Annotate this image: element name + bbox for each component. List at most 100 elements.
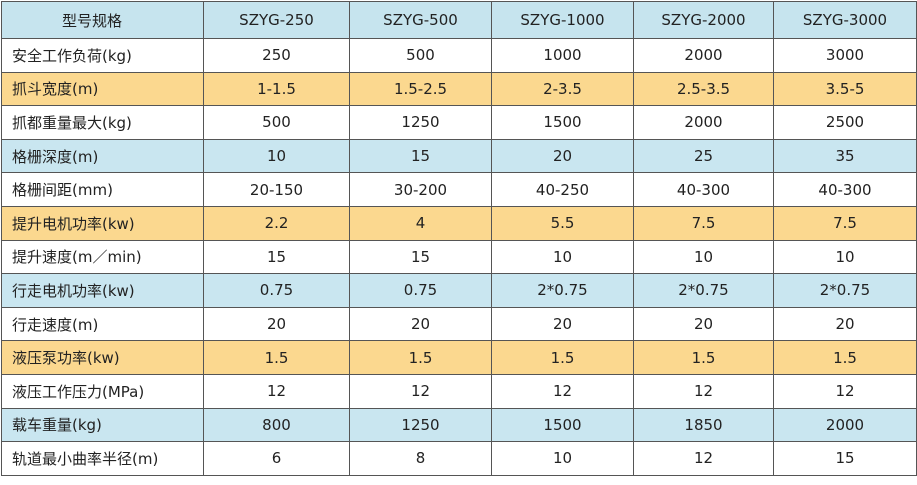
cell-value: 10 [491, 239, 634, 275]
row-label: 抓都重量最大(kg) [1, 105, 204, 140]
table-row: 液压工作压力(MPa) 12 12 12 12 12 [1, 373, 917, 409]
cell-value: 2.2 [203, 205, 350, 241]
cell-value: 30-200 [349, 172, 492, 207]
cell-value: 20 [773, 306, 917, 342]
row-label: 格栅间距(mm) [1, 172, 204, 207]
cell-value: 12 [633, 441, 774, 476]
cell-value: 1-1.5 [203, 71, 350, 107]
cell-value: 12 [633, 373, 774, 409]
cell-value: 6 [203, 441, 350, 476]
cell-value: 10 [203, 138, 350, 174]
cell-value: 10 [633, 239, 774, 275]
cell-value: 2.5-3.5 [633, 71, 774, 107]
cell-value: 2*0.75 [633, 273, 774, 308]
table-row: 格栅间距(mm) 20-150 30-200 40-250 40-300 40-300 [1, 172, 917, 207]
model-header: SZYG-3000 [773, 1, 917, 39]
cell-value: 2*0.75 [773, 273, 917, 308]
table-row: 载车重量(kg) 800 1250 1500 1850 2000 [1, 407, 917, 443]
table-row: 轨道最小曲率半径(m) 6 8 10 12 15 [1, 441, 917, 476]
cell-value: 1.5-2.5 [349, 71, 492, 107]
cell-value: 800 [203, 407, 350, 443]
cell-value: 20 [203, 306, 350, 342]
cell-value: 1.5 [203, 340, 350, 375]
cell-value: 7.5 [633, 205, 774, 241]
cell-value: 1000 [491, 38, 634, 73]
cell-value: 12 [349, 373, 492, 409]
row-label: 液压泵功率(kw) [1, 340, 204, 375]
cell-value: 1850 [633, 407, 774, 443]
cell-value: 20 [491, 306, 634, 342]
table-body: 安全工作负荷(kg) 250 500 1000 2000 3000 抓斗宽度(m) 1-1.5… [1, 38, 917, 476]
cell-value: 20-150 [203, 172, 350, 207]
cell-value: 500 [349, 38, 492, 73]
cell-value: 20 [633, 306, 774, 342]
cell-value: 4 [349, 205, 492, 241]
table-row: 行走电机功率(kw) 0.75 0.75 2*0.75 2*0.75 2*0.75 [1, 273, 917, 308]
cell-value: 3.5-5 [773, 71, 917, 107]
cell-value: 15 [773, 441, 917, 476]
row-label: 安全工作负荷(kg) [1, 38, 204, 73]
row-label: 提升电机功率(kw) [1, 205, 204, 241]
cell-value: 1250 [349, 407, 492, 443]
table-row: 格栅深度(m) 10 15 20 25 35 [1, 138, 917, 174]
cell-value: 35 [773, 138, 917, 174]
row-label: 行走电机功率(kw) [1, 273, 204, 308]
model-header: SZYG-2000 [633, 1, 774, 39]
cell-value: 2-3.5 [491, 71, 634, 107]
model-header: SZYG-1000 [491, 1, 634, 39]
cell-value: 1250 [349, 105, 492, 140]
table-row: 提升电机功率(kw) 2.2 4 5.5 7.5 7.5 [1, 205, 917, 241]
cell-value: 2000 [633, 38, 774, 73]
spec-table: 型号规格 SZYG-250 SZYG-500 SZYG-1000 SZYG-2000 SZ… [1, 1, 917, 476]
cell-value: 2000 [773, 407, 917, 443]
cell-value: 20 [491, 138, 634, 174]
cell-value: 40-300 [633, 172, 774, 207]
cell-value: 1500 [491, 105, 634, 140]
table-row: 安全工作负荷(kg) 250 500 1000 2000 3000 [1, 38, 917, 73]
cell-value: 250 [203, 38, 350, 73]
cell-value: 500 [203, 105, 350, 140]
cell-value: 1.5 [633, 340, 774, 375]
cell-value: 1500 [491, 407, 634, 443]
cell-value: 40-250 [491, 172, 634, 207]
row-label: 轨道最小曲率半径(m) [1, 441, 204, 476]
cell-value: 20 [349, 306, 492, 342]
row-label: 抓斗宽度(m) [1, 71, 204, 107]
cell-value: 2500 [773, 105, 917, 140]
model-header: SZYG-250 [203, 1, 350, 39]
table-row: 抓斗宽度(m) 1-1.5 1.5-2.5 2-3.5 2.5-3.5 3.5-5 [1, 71, 917, 107]
cell-value: 12 [491, 373, 634, 409]
cell-value: 1.5 [491, 340, 634, 375]
cell-value: 0.75 [349, 273, 492, 308]
cell-value: 15 [203, 239, 350, 275]
row-label: 载车重量(kg) [1, 407, 204, 443]
table-header: 型号规格 SZYG-250 SZYG-500 SZYG-1000 SZYG-2000 SZ… [1, 1, 917, 39]
cell-value: 15 [349, 138, 492, 174]
header-row: 型号规格 SZYG-250 SZYG-500 SZYG-1000 SZYG-2000 SZ… [1, 1, 917, 39]
cell-value: 40-300 [773, 172, 917, 207]
cell-value: 5.5 [491, 205, 634, 241]
cell-value: 7.5 [773, 205, 917, 241]
row-label: 提升速度(m／min) [1, 239, 204, 275]
row-label: 液压工作压力(MPa) [1, 373, 204, 409]
header-label: 型号规格 [1, 1, 204, 39]
cell-value: 10 [773, 239, 917, 275]
cell-value: 15 [349, 239, 492, 275]
table-row: 抓都重量最大(kg) 500 1250 1500 2000 2500 [1, 105, 917, 140]
table-row: 提升速度(m／min) 15 15 10 10 10 [1, 239, 917, 275]
cell-value: 0.75 [203, 273, 350, 308]
cell-value: 2000 [633, 105, 774, 140]
cell-value: 12 [203, 373, 350, 409]
cell-value: 8 [349, 441, 492, 476]
model-header: SZYG-500 [349, 1, 492, 39]
cell-value: 1.5 [773, 340, 917, 375]
table-row: 液压泵功率(kw) 1.5 1.5 1.5 1.5 1.5 [1, 340, 917, 375]
cell-value: 25 [633, 138, 774, 174]
table-row: 行走速度(m) 20 20 20 20 20 [1, 306, 917, 342]
cell-value: 2*0.75 [491, 273, 634, 308]
cell-value: 1.5 [349, 340, 492, 375]
cell-value: 3000 [773, 38, 917, 73]
row-label: 格栅深度(m) [1, 138, 204, 174]
cell-value: 10 [491, 441, 634, 476]
